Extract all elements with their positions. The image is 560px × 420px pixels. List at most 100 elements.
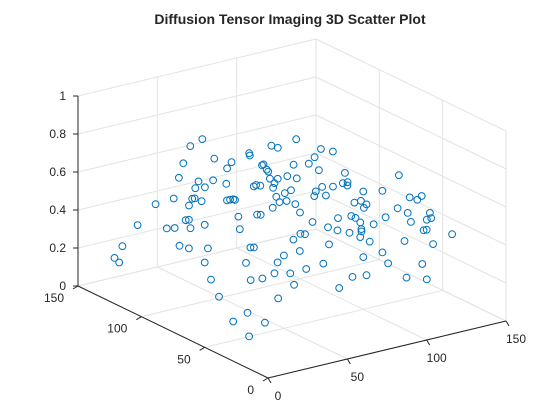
data-point [419,226,428,235]
data-point [402,273,411,282]
data-point [422,215,431,224]
data-point [292,174,301,183]
data-point [403,209,412,217]
y-tick-label: 100 [107,322,127,336]
data-point [209,176,218,185]
data-point [345,228,354,237]
data-point [315,166,323,175]
x-tick-label: 100 [427,351,447,365]
data-point [317,145,325,153]
data-point [356,218,365,227]
back-wall-grid-line [77,114,317,173]
data-point [252,181,261,189]
side-wall-grid-line [315,114,507,208]
data-point [329,147,337,156]
side-wall-grid-line [315,38,507,132]
data-point [185,201,193,210]
data-point [175,173,183,182]
data-point [341,169,349,177]
back-wall-grid-line [77,190,317,249]
data-point [448,230,457,239]
data-point [318,183,327,191]
data-point [308,218,317,226]
y-tick-label: 50 [177,352,191,366]
data-point [186,224,195,233]
y-axis-line [77,285,269,379]
data-point [296,208,304,217]
back-wall-grid-line [77,38,317,97]
data-point [258,274,267,283]
data-point [235,225,244,234]
data-point [287,186,295,195]
x-axis-line [267,320,507,379]
back-wall-grid-line [77,228,317,287]
data-point [133,221,142,230]
y-tick-label: 0 [247,383,254,397]
axes [72,95,510,384]
data-point [253,210,262,219]
data-point [350,198,359,207]
data-point [319,259,328,268]
data-point [243,308,252,317]
data-point [222,179,231,188]
data-point [115,258,124,267]
data-point [351,214,360,222]
data-point [170,224,179,232]
y-tick-mark [136,316,142,321]
data-point [242,259,250,267]
side-wall-grid-line [315,76,507,170]
data-point [264,167,273,176]
data-point [273,174,282,183]
data-point [413,195,422,204]
data-point [359,187,368,196]
z-tick-label: 1 [59,89,66,103]
data-point [229,317,238,326]
y-tick-mark [262,377,269,382]
data-point [269,183,278,192]
back-wall-grid-line [77,76,317,135]
floor-grid-line [236,247,427,341]
data-point [422,225,431,234]
data-point [343,178,352,187]
data-point [200,220,209,229]
data-point [310,153,319,162]
data-point [268,203,277,212]
data-point [393,204,402,213]
data-point [185,215,193,224]
data-point [210,154,219,163]
data-point [357,196,365,205]
data-point [207,275,215,284]
x-tick-mark [267,377,272,384]
data-point [280,189,289,198]
data-point [295,247,304,255]
grid [77,38,507,379]
data-point [194,177,203,186]
side-wall-grid-line [315,190,507,284]
data-point [110,254,119,262]
data-point [198,135,207,144]
data-point [362,271,371,280]
data-point [273,258,282,267]
floor-grid-line [204,289,443,348]
data-point [162,224,171,233]
data-points [110,135,457,341]
data-point [204,244,212,253]
z-tick-label: 0 [59,279,66,293]
x-tick-label: 150 [506,332,526,346]
side-wall-grid-line [315,152,507,246]
data-point [246,276,255,285]
data-point [407,218,415,226]
y-tick-label: 150 [44,291,64,305]
data-point [360,204,368,212]
data-point [169,194,178,203]
data-point [267,141,276,150]
data-point [417,192,426,200]
data-point [333,226,342,235]
z-tick-label: 0.8 [49,127,66,141]
data-point [215,292,223,301]
data-point [188,194,197,203]
data-point [289,160,298,169]
data-point [324,223,332,232]
floor-grid-line [157,266,348,360]
